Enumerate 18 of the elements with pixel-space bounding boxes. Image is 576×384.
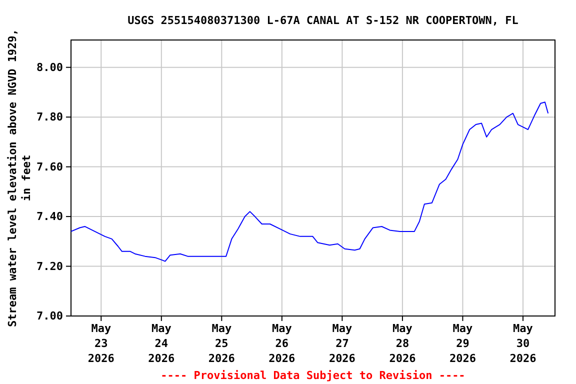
x-tick-label: May 24 2026 bbox=[148, 322, 176, 365]
y-tick-label: 7.00 bbox=[36, 310, 63, 323]
x-tick-label: May 26 2026 bbox=[268, 322, 296, 365]
x-tick-label: May 23 2026 bbox=[88, 322, 115, 365]
chart-title: USGS 255154080371300 L-67A CANAL AT S-152 NR COOPERTOWN, FL bbox=[128, 14, 519, 27]
x-tick-label: May 28 2026 bbox=[389, 322, 416, 365]
line-series bbox=[70, 102, 549, 262]
text: ---- Provisional Data Subject to Revision ---- bbox=[160, 369, 466, 382]
y-tick-label: 7.20 bbox=[36, 260, 63, 273]
x-tick-label: May 27 2026 bbox=[328, 322, 356, 365]
y-axis-title: Stream water level elevation above NGVD 1929, in feet bbox=[6, 28, 33, 328]
y-tick-label: 7.80 bbox=[36, 110, 63, 124]
x-tick-label: May 30 2026 bbox=[510, 322, 537, 365]
y-tick-label: 7.60 bbox=[36, 160, 63, 174]
x-tick-label: May 25 2026 bbox=[208, 322, 236, 365]
x-tick-label: May 29 2026 bbox=[449, 322, 476, 365]
y-tick-label: 8.00 bbox=[36, 60, 63, 74]
y-tick-label: 7.40 bbox=[36, 210, 63, 224]
